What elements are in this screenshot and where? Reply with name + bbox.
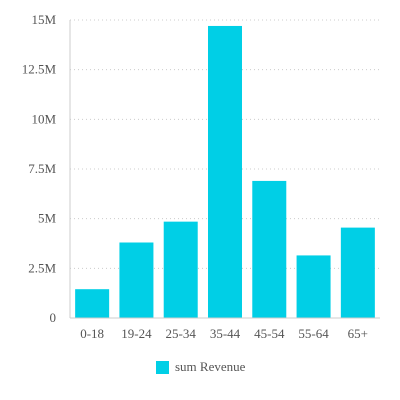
x-tick-label: 55-64 [298, 326, 329, 341]
x-axis-ticks: 0-18 19-24 25-34 35-44 45-54 55-64 65+ [80, 326, 368, 341]
x-tick-label: 0-18 [80, 326, 104, 341]
y-tick-label: 0 [50, 310, 57, 325]
x-tick-label: 19-24 [121, 326, 152, 341]
bar[interactable] [208, 25, 242, 319]
y-tick-label: 15M [31, 12, 56, 27]
x-tick-label: 45-54 [254, 326, 285, 341]
bar[interactable] [163, 221, 198, 318]
legend: sum Revenue [156, 359, 245, 375]
bar[interactable] [296, 255, 331, 318]
y-tick-label: 5M [38, 211, 57, 226]
y-axis-ticks: 0 2.5M 5M 7.5M 10M 12.5M 15M [22, 12, 57, 325]
y-tick-label: 10M [31, 111, 56, 126]
x-tick-label: 25-34 [166, 326, 197, 341]
bar[interactable] [252, 180, 287, 318]
legend-swatch [156, 360, 169, 374]
x-tick-label: 35-44 [210, 326, 241, 341]
axes [69, 20, 380, 319]
y-tick-label: 7.5M [28, 161, 56, 176]
bar[interactable] [75, 289, 110, 318]
bar[interactable] [119, 242, 154, 318]
bar[interactable] [340, 227, 375, 318]
x-tick-label: 65+ [348, 326, 368, 341]
y-tick-label: 2.5M [28, 260, 56, 275]
bars [75, 25, 375, 319]
y-tick-label: 12.5M [22, 62, 57, 77]
legend-label: sum Revenue [175, 359, 246, 374]
